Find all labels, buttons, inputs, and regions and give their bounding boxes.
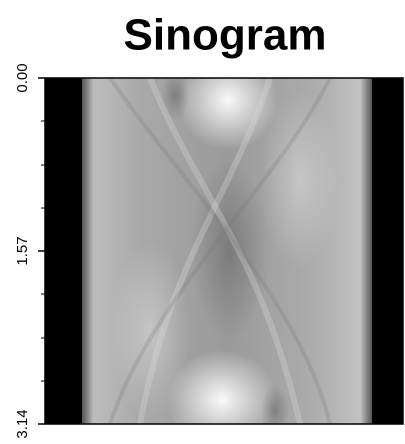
y-tick-label: 1.57 <box>14 236 31 265</box>
y-tick-label: 0.00 <box>14 63 31 92</box>
chart: Sinogram 0.00 1.57 3.14 <box>0 0 405 444</box>
chart-title: Sinogram <box>124 11 327 60</box>
sinogram-image <box>45 50 403 444</box>
y-tick-label: 3.14 <box>14 409 31 438</box>
